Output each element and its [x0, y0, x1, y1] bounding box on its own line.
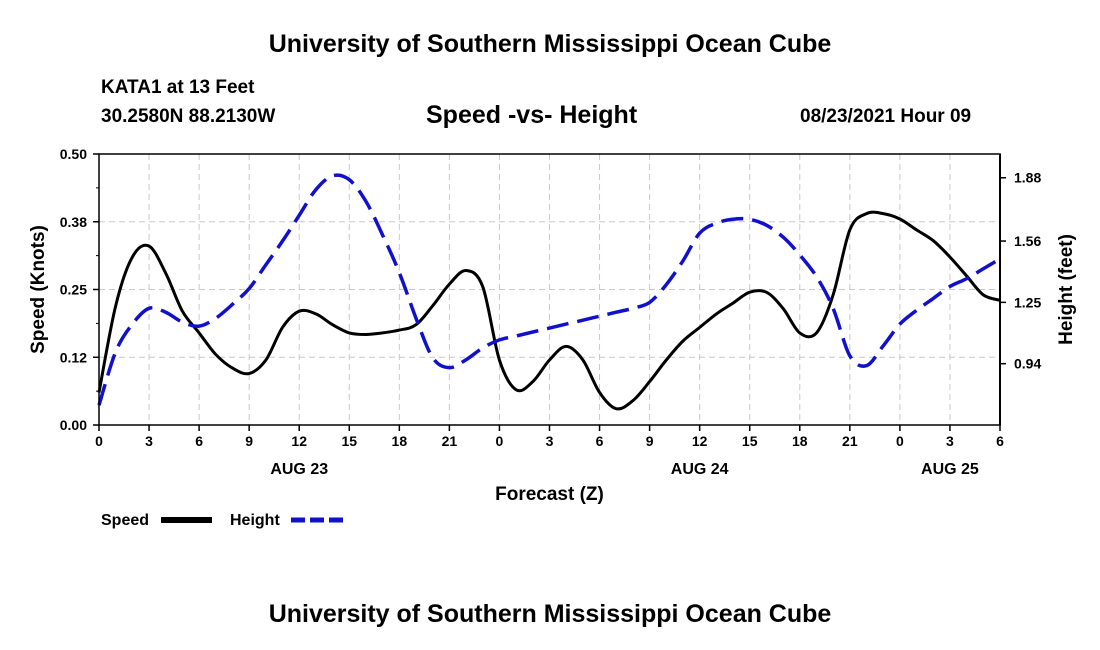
y-left-tick-label: 0.38: [60, 214, 87, 230]
x-tick-label: 0: [496, 433, 504, 449]
x-tick-label: 21: [442, 433, 458, 449]
series-lines: [97, 173, 1001, 411]
x-tick-label: 3: [946, 433, 954, 449]
x-tick-label: 3: [546, 433, 554, 449]
x-tick-label: 15: [341, 433, 357, 449]
chart-footer-title: University of Southern Mississippi Ocean…: [268, 600, 832, 628]
legend-speed-label: Speed: [101, 512, 149, 529]
grid-lines: [99, 154, 1000, 425]
x-tick-label: 3: [145, 433, 153, 449]
axes: 0 3 6 9 12 15 18 21 0 3 6 9 12 15 18 21 0 3 6 AUG 23 AUG 24 A…: [60, 146, 1042, 478]
x-tick-label: 12: [291, 433, 307, 449]
series-line-height: [97, 173, 1001, 406]
x-tick-label: 9: [245, 433, 253, 449]
y-right-tick-label: 1.88: [1014, 170, 1041, 186]
x-tick-label: 12: [692, 433, 708, 449]
y-right-tick-label: 1.25: [1014, 294, 1041, 310]
y-axis-right-label: Height (feet): [1056, 234, 1077, 345]
x-tick-label: 6: [195, 433, 203, 449]
x-tick-label: 18: [392, 433, 408, 449]
x-tick-label: 0: [896, 433, 904, 449]
station-coordinates: 30.2580N 88.2130W: [101, 106, 276, 127]
x-tick-label: 21: [842, 433, 858, 449]
chart-page-title: University of Southern Mississippi Ocean…: [268, 30, 832, 58]
x-tick-label: 9: [646, 433, 654, 449]
y-axis-left-label: Speed (Knots): [28, 225, 49, 354]
legend-height-label: Height: [230, 512, 280, 529]
x-tick-label: 6: [996, 433, 1004, 449]
x-date-label: AUG 23: [270, 461, 328, 478]
forecast-run-time: 08/23/2021 Hour 09: [800, 106, 972, 127]
x-axis-label: Forecast (Z): [495, 484, 604, 505]
x-date-label: AUG 25: [921, 461, 979, 478]
x-tick-label: 6: [596, 433, 604, 449]
x-tick-label: 15: [742, 433, 758, 449]
y-left-tick-label: 0.12: [60, 349, 87, 365]
chart-title: Speed -vs- Height: [426, 101, 638, 129]
x-date-label: AUG 24: [671, 461, 729, 478]
x-tick-label: 18: [792, 433, 808, 449]
legend: Speed Height: [101, 512, 343, 529]
y-left-tick-label: 0.25: [60, 282, 87, 298]
x-tick-label: 0: [95, 433, 103, 449]
y-right-tick-label: 0.94: [1014, 356, 1041, 372]
y-right-tick-label: 1.56: [1014, 233, 1041, 249]
series-line-speed: [97, 210, 1001, 411]
y-left-tick-label: 0.50: [60, 146, 87, 162]
y-left-tick-label: 0.00: [60, 417, 87, 433]
station-label: KATA1 at 13 Feet: [101, 77, 255, 98]
